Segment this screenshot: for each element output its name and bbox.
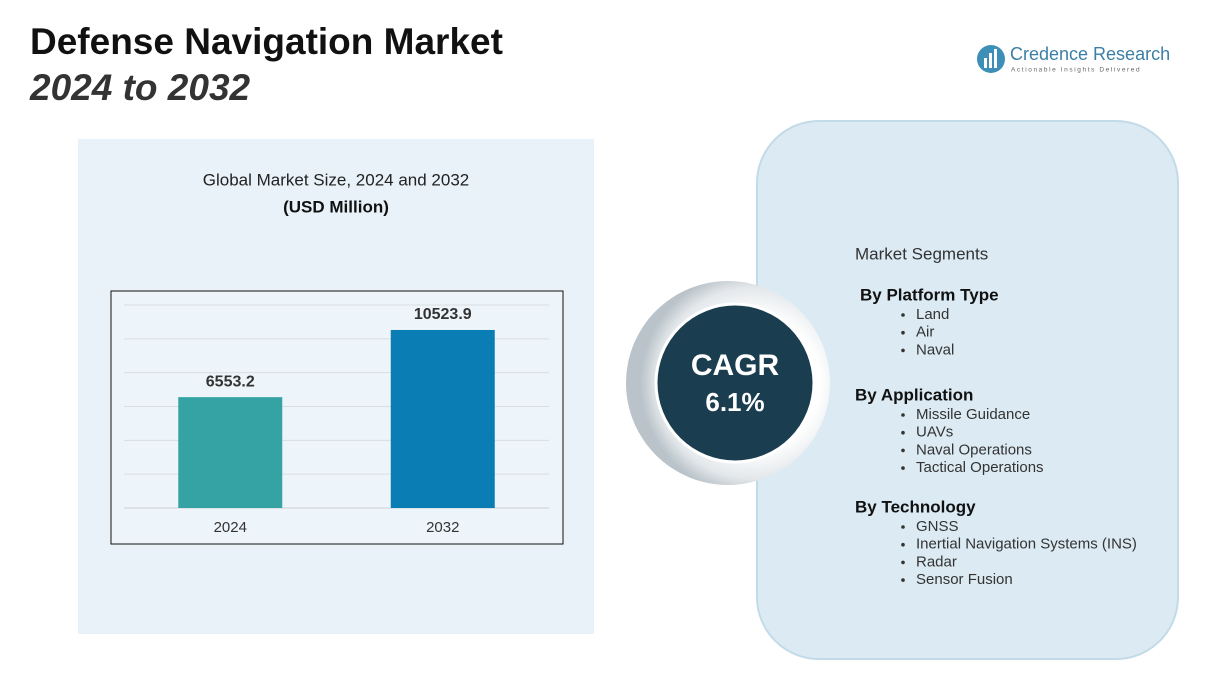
segment-item: Naval Operations xyxy=(916,441,1032,458)
bar xyxy=(178,397,283,508)
chart-title: Global Market Size, 2024 and 2032 xyxy=(203,170,470,189)
value-label: 10523.9 xyxy=(414,306,472,323)
bullet xyxy=(901,430,905,435)
bullet xyxy=(901,578,905,582)
x-tick-label: 2024 xyxy=(214,519,247,536)
segment-item: UAVs xyxy=(916,424,953,441)
logo-tagline: Actionable Insights Delivered xyxy=(1011,67,1141,74)
segment-item: Naval xyxy=(916,341,954,358)
segments-title: Market Segments xyxy=(855,244,988,263)
cagr-value: 6.1% xyxy=(705,387,764,417)
bullet xyxy=(901,560,905,565)
logo-name: Credence Research xyxy=(1010,44,1170,64)
segment-item: GNSS xyxy=(916,518,959,535)
cagr-label: CAGR xyxy=(691,349,780,382)
segment-item: Sensor Fusion xyxy=(916,571,1013,588)
segment-heading: By Technology xyxy=(855,497,976,516)
cagr-badge xyxy=(654,302,816,464)
segment-item: Radar xyxy=(916,553,957,570)
segment-heading: By Platform Type xyxy=(860,285,999,304)
segment-item: Missile Guidance xyxy=(916,406,1030,423)
x-tick-label: 2032 xyxy=(426,519,459,536)
bullet xyxy=(901,525,905,529)
page-subtitle: 2024 to 2032 xyxy=(29,67,251,108)
plot-area: 2024 6553.2 2032 10523.9 xyxy=(124,304,549,536)
bullet xyxy=(901,542,905,547)
logo-icon-bar xyxy=(984,58,987,68)
bullet xyxy=(901,348,905,353)
chart-subtitle: (USD Million) xyxy=(283,197,389,216)
segment-item: Tactical Operations xyxy=(916,459,1044,476)
logo: Credence Research Actionable Insights De… xyxy=(977,44,1170,74)
segment-heading: By Application xyxy=(855,385,973,404)
logo-icon-bar xyxy=(994,49,997,68)
segment-item: Inertial Navigation Systems (INS) xyxy=(916,536,1137,553)
bullet xyxy=(901,313,905,317)
bullet xyxy=(901,330,905,335)
segment-item: Air xyxy=(916,324,934,341)
bullet xyxy=(901,466,905,470)
value-label: 6553.2 xyxy=(206,373,255,390)
bar xyxy=(390,329,495,508)
page-title: Defense Navigation Market xyxy=(30,21,503,62)
logo-icon-bar xyxy=(989,53,992,68)
bullet xyxy=(901,448,905,453)
bullet xyxy=(901,413,905,417)
segment-item: Land xyxy=(916,306,949,323)
